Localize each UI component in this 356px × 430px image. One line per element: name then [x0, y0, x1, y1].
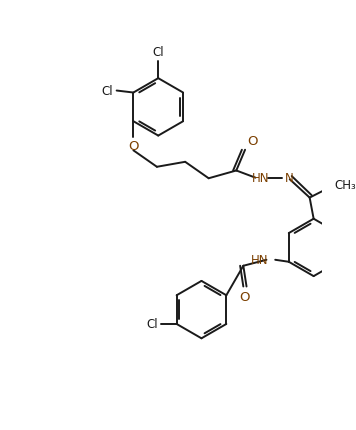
Text: O: O: [128, 140, 138, 153]
Text: HN: HN: [251, 254, 268, 267]
Text: HN: HN: [252, 172, 270, 185]
Text: Cl: Cl: [146, 318, 158, 331]
Text: N: N: [285, 172, 294, 185]
Text: CH₃: CH₃: [334, 179, 356, 192]
Text: Cl: Cl: [102, 85, 114, 98]
Text: O: O: [240, 290, 250, 303]
Text: Cl: Cl: [152, 46, 164, 59]
Text: O: O: [247, 134, 257, 147]
